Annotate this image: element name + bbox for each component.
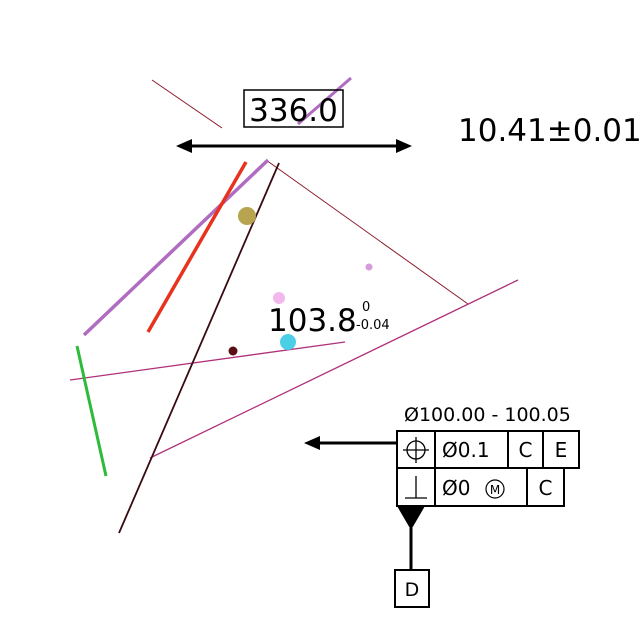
dimension-arrowhead-left (176, 139, 192, 153)
green-line (75, 345, 108, 477)
fcf-row2-datum-primary: C (539, 476, 553, 500)
perpendicularity-icon (405, 476, 427, 499)
construction-line-top (151, 79, 223, 129)
pink-dot (273, 292, 285, 304)
red-line (146, 161, 248, 333)
basic-dimension-box (243, 89, 344, 128)
basic-dimension: 336.0 (176, 89, 412, 153)
datum-box (394, 569, 430, 608)
magenta-line-long (149, 279, 519, 459)
datum-triangle (397, 506, 425, 530)
maroon-dot (228, 346, 238, 356)
leader-arrowhead (304, 436, 320, 450)
fcf-row2-tolerance-cell (434, 467, 528, 507)
toleranced-lower: -0.04 (356, 318, 390, 333)
dimension-arrowhead-right (396, 139, 412, 153)
violet-line-top (297, 76, 352, 126)
basic-dimension-text: 336.0 (249, 93, 338, 129)
fcf-row2-symbol-cell (396, 467, 436, 507)
datum-feature-symbol: D (394, 506, 430, 608)
cyan-dot (280, 334, 296, 350)
dark-line-long (118, 162, 280, 534)
tolerance-text: 10.41±0.01 (458, 113, 640, 149)
fcf-row1-datum-primary: C (519, 438, 533, 462)
fcf-row2-tolerance: Ø0 (442, 476, 470, 500)
construction-line-diagonal (265, 159, 469, 305)
olive-dot (238, 207, 256, 225)
diameter-range-text: Ø100.00 - 100.05 (404, 404, 571, 426)
mmc-modifier-icon: M (485, 479, 505, 499)
violet-line-main (82, 158, 270, 337)
toleranced-dimension: 103.8 0 -0.04 (268, 300, 390, 339)
svg-text:M: M (490, 483, 500, 497)
fcf-row2-datum-primary-cell (526, 467, 565, 507)
toleranced-upper: 0 (362, 300, 370, 315)
magenta-line-short (69, 341, 346, 381)
position-icon (403, 437, 429, 463)
datum-label: D (405, 579, 420, 601)
fcf-row1-datum-secondary: E (555, 438, 568, 462)
toleranced-nominal: 103.8 (268, 303, 357, 339)
feature-control-frame: Ø0.1 C E Ø0 M C (396, 430, 580, 507)
lilac-dot (365, 263, 373, 271)
fcf-row1-tolerance: Ø0.1 (442, 438, 490, 462)
